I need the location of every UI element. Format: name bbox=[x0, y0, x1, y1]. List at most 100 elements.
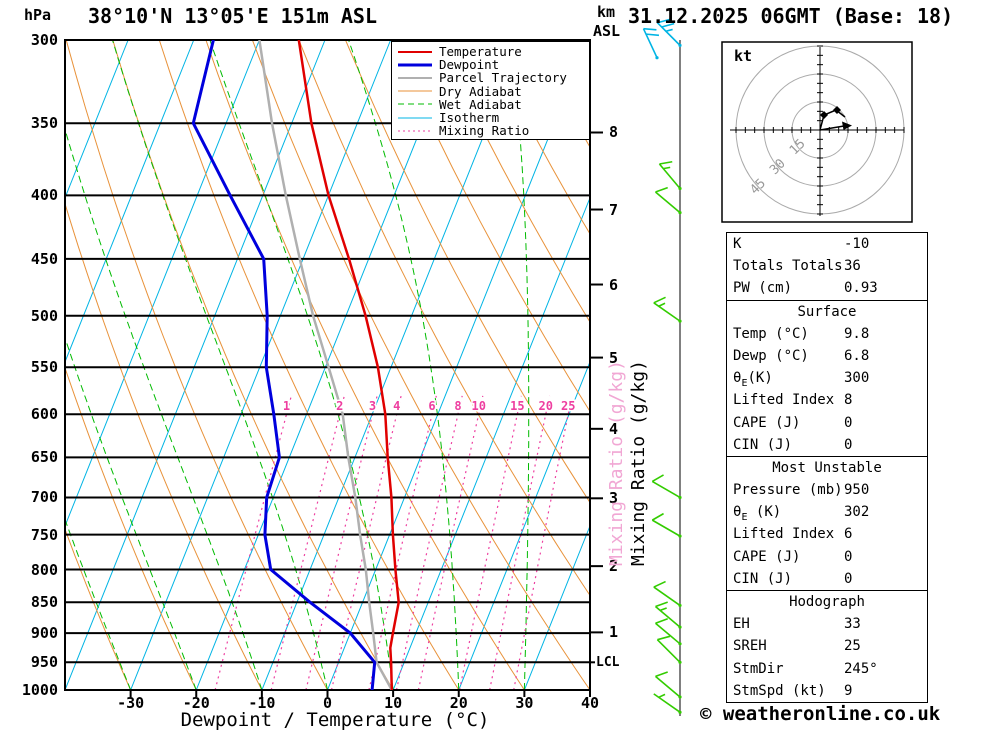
temp-tick-label: 40 bbox=[580, 694, 600, 712]
km-tick-label: 4 bbox=[609, 419, 619, 438]
isotherm-line bbox=[458, 360, 590, 690]
pressure-tick-label: 400 bbox=[30, 186, 58, 205]
stats-value: 0.93 bbox=[844, 280, 878, 297]
stats-label: EH bbox=[733, 616, 750, 633]
lcl-label: LCL bbox=[596, 655, 620, 670]
wind-barb bbox=[653, 693, 682, 714]
legend-item: Parcel Trajectory bbox=[392, 71, 589, 84]
temp-tick-label: -30 bbox=[117, 694, 145, 712]
isotherm-line bbox=[130, 40, 392, 690]
stats-row: CIN (J) 0 bbox=[727, 568, 927, 590]
mixing-ratio-value-label: 2 bbox=[336, 399, 343, 413]
stats-row: SREH 25 bbox=[727, 635, 927, 657]
legend-item-label: Dry Adiabat bbox=[439, 83, 522, 99]
stats-row: CAPE (J) 0 bbox=[727, 412, 927, 434]
stats-label: θE (K) bbox=[733, 504, 782, 524]
stats-row: StmSpd (kt) 9 bbox=[727, 680, 927, 702]
pressure-tick-label: 800 bbox=[30, 560, 58, 579]
legend-item-label: Dewpoint bbox=[439, 57, 500, 73]
legend-item-label: Temperature bbox=[439, 44, 522, 60]
isotherm-line bbox=[65, 40, 129, 200]
wet-adiabat-line bbox=[65, 518, 132, 690]
stats-label: CAPE (J) bbox=[733, 414, 801, 431]
temp-tick-label: -20 bbox=[182, 694, 210, 712]
mixing-ratio-value-label: 1 bbox=[283, 399, 290, 413]
station-title: 38°10'N 13°05'E 151m ASL bbox=[88, 4, 377, 28]
wind-barb bbox=[656, 18, 682, 47]
pressure-tick-label: 600 bbox=[30, 405, 58, 424]
wind-barb bbox=[653, 296, 682, 323]
km-tick-label: 3 bbox=[609, 489, 619, 508]
stats-row: CAPE (J) 0 bbox=[727, 546, 927, 568]
stats-row: EH 33 bbox=[727, 613, 927, 635]
wet-adiabat-line bbox=[209, 40, 394, 690]
mixing-ratio-line bbox=[459, 395, 522, 690]
stats-label: K bbox=[733, 236, 742, 252]
stats-value: 33 bbox=[844, 616, 861, 633]
stats-value: 0 bbox=[844, 570, 853, 587]
stats-value: 6 bbox=[844, 526, 853, 543]
stats-label: CIN (J) bbox=[733, 436, 793, 453]
isotherm-line bbox=[195, 40, 457, 690]
wind-barb bbox=[654, 671, 682, 699]
legend-item: Isotherm bbox=[392, 111, 589, 124]
stats-value: 950 bbox=[844, 482, 870, 499]
stats-row: K -10 bbox=[727, 233, 927, 255]
isotherm-line bbox=[392, 196, 590, 690]
stats-value: 6.8 bbox=[844, 347, 870, 364]
dry-adiabat-line bbox=[484, 40, 590, 235]
stats-label: Temp (°C) bbox=[733, 325, 809, 342]
wind-barb bbox=[654, 618, 682, 646]
stats-row: Dewp (°C) 6.8 bbox=[727, 345, 927, 367]
pressure-tick-label: 450 bbox=[30, 249, 58, 268]
hodograph-marker bbox=[820, 111, 828, 119]
wind-barb bbox=[654, 186, 682, 215]
km-tick-label: 1 bbox=[609, 623, 619, 642]
stats-row: θE(K) 300 bbox=[727, 367, 927, 389]
stats-value: 9.8 bbox=[844, 325, 870, 342]
copyright: © weatheronline.co.uk bbox=[700, 703, 941, 725]
stats-value: 9 bbox=[844, 682, 853, 699]
pressure-tick-label: 500 bbox=[30, 306, 58, 325]
x-axis-title: Dewpoint / Temperature (°C) bbox=[180, 709, 490, 731]
dry-adiabat-line bbox=[65, 40, 328, 690]
wet-adiabat-line bbox=[65, 127, 263, 690]
dry-adiabat-line bbox=[438, 40, 590, 323]
legend-line-sample bbox=[398, 130, 432, 132]
stats-row: StmDir 245° bbox=[727, 658, 927, 680]
stats-row: Lifted Index 8 bbox=[727, 389, 927, 411]
legend-item-label: Parcel Trajectory bbox=[439, 70, 567, 86]
mixing-ratio-value-label: 25 bbox=[561, 399, 575, 413]
stats-label: CAPE (J) bbox=[733, 548, 801, 565]
mixing-ratio-value-label: 6 bbox=[428, 399, 435, 413]
wind-barb bbox=[651, 474, 682, 500]
hodograph-trace bbox=[819, 109, 846, 131]
mixing-ratio-value-label: 4 bbox=[393, 399, 400, 413]
km-axis-label: km bbox=[597, 3, 616, 21]
stats-section-title: Hodograph bbox=[727, 590, 927, 613]
mixing-ratio-value-label: 3 bbox=[369, 399, 376, 413]
pressure-tick-label: 750 bbox=[30, 525, 58, 544]
mixing-ratio-value-label: 8 bbox=[454, 399, 461, 413]
isotherm-line bbox=[65, 40, 195, 364]
km-tick-label: 7 bbox=[609, 200, 619, 219]
stats-value: 25 bbox=[844, 638, 861, 655]
pressure-tick-label: 650 bbox=[30, 448, 58, 467]
stats-row: Temp (°C) 9.8 bbox=[727, 323, 927, 345]
pressure-tick-label: 1000 bbox=[21, 681, 58, 699]
legend-line-sample bbox=[398, 63, 432, 67]
stats-value: 36 bbox=[844, 258, 861, 275]
legend-item: Wet Adiabat bbox=[392, 98, 589, 111]
stats-label: Pressure (mb) bbox=[733, 482, 843, 499]
stats-row: Pressure (mb) 950 bbox=[727, 479, 927, 501]
temp-tick-label: 20 bbox=[449, 694, 468, 712]
stats-label: StmSpd (kt) bbox=[733, 682, 826, 699]
profiles-group bbox=[191, 40, 400, 690]
temp-tick-label: -10 bbox=[248, 694, 276, 712]
stats-label: CIN (J) bbox=[733, 570, 793, 587]
km-tick-label: 6 bbox=[609, 275, 619, 294]
stats-label: PW (cm) bbox=[733, 280, 793, 297]
mixing-ratio-line bbox=[270, 395, 345, 690]
